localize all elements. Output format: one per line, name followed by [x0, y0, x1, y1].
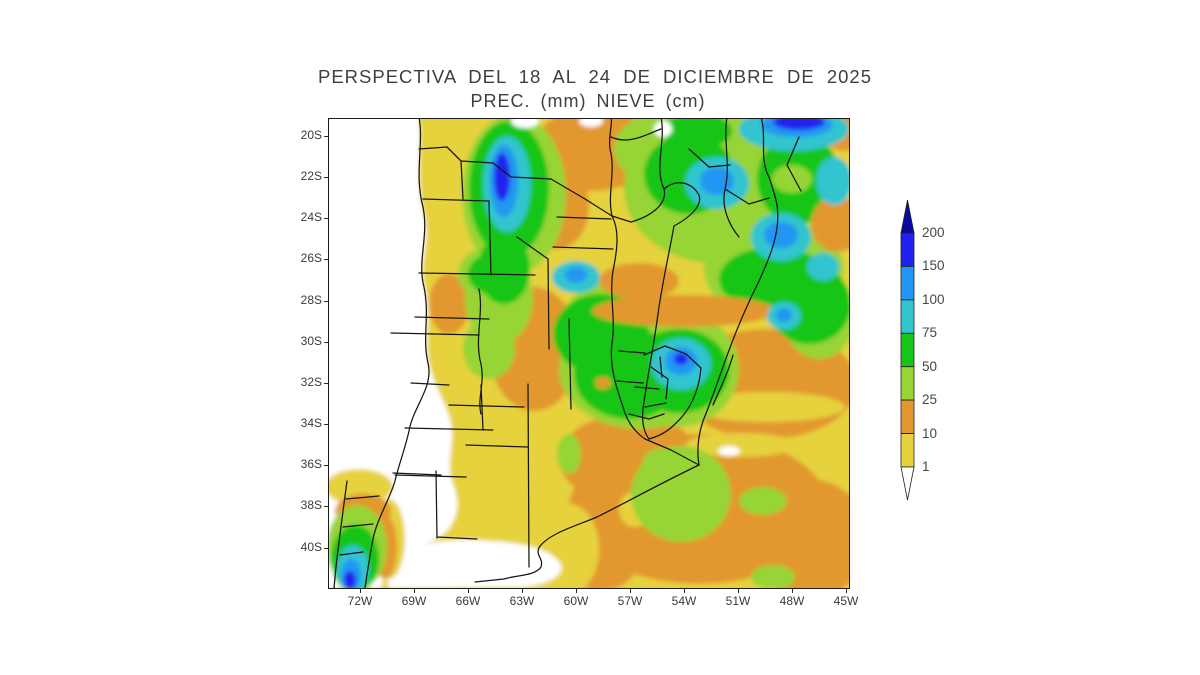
buenosaires-coast	[474, 464, 700, 583]
cordoba-border	[477, 236, 549, 415]
uruguay-coast	[648, 367, 702, 440]
uruguay-departments	[628, 356, 669, 420]
lat-tick: 20S	[280, 128, 329, 142]
colorbar-seg-50-75	[900, 332, 915, 368]
province-lines-h	[390, 198, 536, 478]
lon-tick: 72W	[338, 588, 382, 608]
title-line-2: PREC. (mm) NIEVE (cm)	[470, 91, 706, 111]
lat-tick: 30S	[280, 334, 329, 348]
rio-de-la-plata	[644, 438, 700, 466]
chaco-formosa-lines	[552, 216, 614, 250]
province-lines-v	[435, 160, 572, 568]
lon-tick: 60W	[554, 588, 598, 608]
colorbar-label: 200	[922, 225, 945, 240]
lon-tick: 66W	[446, 588, 490, 608]
colorbar-seg-150-200	[900, 232, 915, 267]
parana-river	[610, 215, 646, 440]
brazil-coast	[697, 204, 779, 466]
andes-border	[364, 119, 430, 588]
bolivia-border	[418, 146, 613, 217]
lightgreen-inlier	[772, 165, 812, 193]
lon-tick: 69W	[392, 588, 436, 608]
colorbar-arrow-over-200	[900, 199, 915, 234]
colorbar-seg-25-50	[900, 366, 915, 401]
lat-tick: 24S	[280, 210, 329, 224]
lat-tick: 36S	[280, 457, 329, 471]
lon-tick: 45W	[824, 588, 868, 608]
lat-tick: 34S	[280, 416, 329, 430]
misiones-border	[663, 182, 701, 227]
colorbar-label: 10	[922, 426, 938, 441]
precipitation-map	[328, 118, 850, 589]
lon-tick: 51W	[716, 588, 760, 608]
colorbar-label: 100	[922, 292, 945, 307]
colorbar-seg-10-25	[900, 399, 915, 434]
colorbar-seg-1-10	[900, 433, 915, 468]
lat-tick: 26S	[280, 251, 329, 265]
lat-tick: 28S	[280, 293, 329, 307]
colorbar-label: 150	[922, 258, 945, 273]
chile-region-lines	[339, 495, 380, 556]
lat-tick: 38S	[280, 498, 329, 512]
uruguay-river	[642, 225, 675, 440]
lon-tick: 48W	[770, 588, 814, 608]
title-line-1: PERSPECTIVA DEL 18 AL 24 DE DICIEMBRE DE…	[318, 66, 872, 87]
border-lines	[333, 119, 802, 588]
lat-tick: 22S	[280, 169, 329, 183]
chart-title: PERSPECTIVA DEL 18 AL 24 DE DICIEMBRE DE…	[318, 66, 872, 112]
entrerios-lines	[616, 350, 646, 384]
chile-coastline	[333, 480, 348, 588]
colorbar-seg-100-150	[900, 266, 915, 301]
lagoon-line	[712, 354, 734, 406]
precip-field	[329, 119, 849, 588]
colorbar-label: 1	[922, 459, 930, 474]
colorbar-scale	[900, 199, 915, 501]
map-canvas	[329, 119, 849, 588]
colorbar-label: 75	[922, 325, 938, 340]
lon-tick: 54W	[662, 588, 706, 608]
lon-tick: 63W	[500, 588, 544, 608]
uruguay-north-border	[643, 345, 702, 369]
colorbar-label: 25	[922, 392, 938, 407]
colorbar-seg-75-100	[900, 299, 915, 334]
brazil-state-lines	[610, 119, 802, 238]
colorbar-label: 50	[922, 359, 938, 374]
lon-tick: 57W	[608, 588, 652, 608]
dry-spots	[511, 119, 740, 456]
colorbar-arrow-under-1	[900, 466, 915, 501]
paraguay-river	[608, 119, 613, 217]
lat-tick: 40S	[280, 540, 329, 554]
lat-tick: 32S	[280, 375, 329, 389]
precip-layer-150-200mm	[494, 119, 825, 365]
